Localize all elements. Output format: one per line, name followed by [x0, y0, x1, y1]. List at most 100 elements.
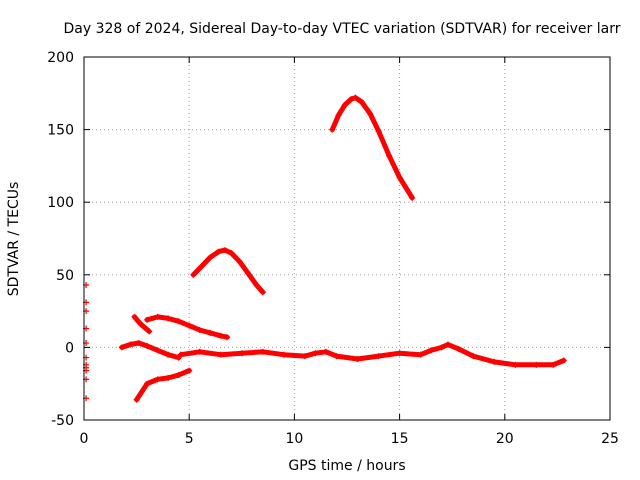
data-point-marker — [207, 329, 214, 336]
data-point-marker — [312, 350, 319, 357]
data-point-marker — [165, 351, 172, 358]
data-point-marker — [533, 361, 540, 368]
data-point-marker — [190, 271, 197, 278]
data-point-marker — [236, 258, 243, 265]
data-point-marker — [144, 316, 151, 323]
series-arc-5 — [118, 340, 182, 361]
data-point-marker — [217, 332, 224, 339]
data-point-marker — [144, 342, 151, 349]
data-point-marker — [470, 353, 477, 360]
data-point-marker — [550, 361, 557, 368]
data-point-marker — [133, 396, 140, 403]
data-point-marker — [146, 328, 153, 335]
data-point-marker — [207, 254, 214, 261]
x-tick-label: 5 — [185, 431, 194, 447]
data-point-marker — [245, 270, 252, 277]
data-point-marker — [228, 250, 235, 257]
data-point-marker — [348, 96, 355, 103]
data-point-marker — [215, 248, 222, 255]
data-point-marker — [301, 353, 308, 360]
x-tick-label: 15 — [391, 431, 409, 447]
y-tick-label: 0 — [65, 340, 74, 356]
y-tick-label: 50 — [56, 268, 74, 284]
series-line — [178, 342, 567, 368]
data-point-marker — [253, 281, 260, 288]
data-point-marker — [444, 341, 451, 348]
data-point-marker — [154, 347, 161, 354]
data-point-marker — [154, 376, 161, 383]
data-point-marker — [417, 351, 424, 358]
axis-ticks: 0 5 10 15 20 25 -50 0 50 100 150 200 — [47, 50, 619, 447]
y-tick-label: 100 — [47, 195, 74, 211]
data-point-marker — [165, 374, 172, 381]
data-point-marker — [259, 289, 266, 296]
y-tick-label: 200 — [47, 50, 74, 66]
data-point-marker — [352, 94, 359, 101]
y-tick-label: -50 — [51, 413, 74, 429]
data-point-marker — [198, 263, 205, 270]
data-point-marker — [217, 351, 224, 358]
data-point-marker — [322, 348, 329, 355]
series-line — [144, 314, 230, 340]
data-point-marker — [224, 334, 231, 341]
data-point-marker — [175, 318, 182, 325]
data-point-marker — [428, 347, 435, 354]
data-point-marker — [280, 351, 287, 358]
data-point-marker — [358, 99, 365, 106]
data-point-marker — [196, 348, 203, 355]
data-point-marker — [375, 128, 382, 135]
data-point-marker — [196, 326, 203, 333]
data-point-marker — [396, 174, 403, 181]
data-point-marker — [396, 350, 403, 357]
data-point-marker — [131, 313, 138, 320]
data-point-marker — [238, 350, 245, 357]
data-point-marker — [375, 353, 382, 360]
data-point-marker — [341, 101, 348, 108]
data-point-marker — [409, 194, 416, 201]
series-arc-6 — [177, 341, 567, 368]
data-point-marker — [154, 313, 161, 320]
y-axis-label: SDTVAR / TECUs — [6, 182, 22, 297]
x-axis-label: GPS time / hours — [288, 458, 405, 474]
data-point-marker — [118, 344, 125, 351]
series-arc-2 — [329, 94, 416, 201]
series-line — [329, 95, 415, 201]
data-point-marker — [221, 247, 228, 254]
data-point-marker — [165, 315, 172, 322]
data-point-marker — [455, 345, 462, 352]
series-arc-1 — [190, 247, 266, 296]
data-point-marker — [259, 348, 266, 355]
x-tick-label: 0 — [80, 431, 89, 447]
plot-frame — [83, 56, 611, 421]
data-point-marker — [333, 353, 340, 360]
data-point-marker — [135, 340, 142, 347]
data-point-marker — [354, 356, 361, 363]
series-arc-7 — [133, 367, 193, 403]
series-arc-3 — [131, 313, 153, 335]
data-point-marker — [186, 367, 193, 374]
data-point-marker — [438, 344, 445, 351]
series-line — [190, 247, 266, 295]
data-series — [83, 94, 567, 403]
data-point-marker — [144, 380, 151, 387]
data-point-marker — [137, 321, 144, 328]
data-point-marker — [367, 110, 374, 117]
data-point-marker — [127, 341, 134, 348]
x-tick-label: 10 — [285, 431, 303, 447]
grid — [84, 57, 610, 420]
data-point-marker — [512, 361, 519, 368]
series-arc-4 — [144, 313, 231, 341]
x-tick-label: 25 — [601, 431, 619, 447]
data-point-marker — [186, 322, 193, 329]
data-point-marker — [175, 371, 182, 378]
data-point-marker — [335, 112, 342, 119]
chart-title: Day 328 of 2024, Sidereal Day-to-day VTE… — [64, 21, 621, 37]
series-line — [134, 368, 192, 403]
data-point-marker — [560, 357, 567, 364]
data-point-marker — [177, 351, 184, 358]
data-point-marker — [491, 358, 498, 365]
data-point-marker — [329, 126, 336, 133]
data-point-marker — [386, 152, 393, 159]
y-tick-label: 150 — [47, 123, 74, 139]
